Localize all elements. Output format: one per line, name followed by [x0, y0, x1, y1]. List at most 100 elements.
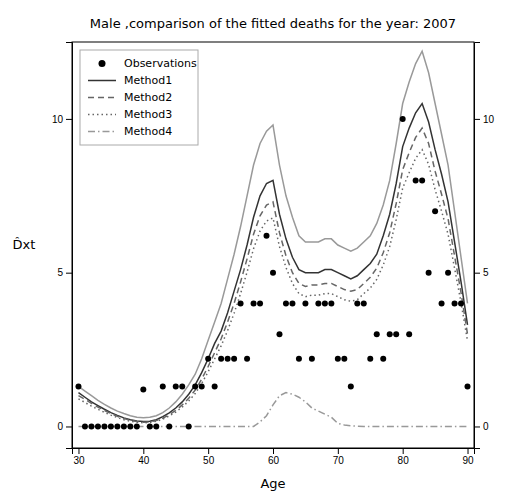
y2-tick-label: 10: [483, 114, 495, 125]
legend-item: Method3: [88, 108, 172, 121]
x-tick-mark: [403, 448, 404, 454]
scatter-point: [199, 383, 205, 389]
scatter-point: [367, 356, 373, 362]
scatter-point: [121, 423, 127, 429]
series-line: [78, 104, 467, 422]
y-tick-mark: [66, 273, 72, 274]
legend-swatch: [88, 114, 116, 116]
scatter-point: [166, 423, 172, 429]
scatter-point: [406, 331, 412, 337]
scatter-point: [153, 423, 159, 429]
y-tick-mark: [66, 426, 72, 427]
plot-frame: [72, 42, 474, 448]
scatter-point: [361, 300, 367, 306]
legend-box: [80, 50, 198, 145]
x-tick-label: 40: [138, 455, 150, 466]
scatter-point: [244, 356, 250, 362]
x-tick-label: 60: [268, 455, 280, 466]
x-tick: 80: [398, 448, 410, 466]
legend-label: Method1: [124, 74, 172, 87]
x-tick-label: 50: [203, 455, 215, 466]
scatter-point: [75, 383, 81, 389]
marks: [75, 51, 470, 429]
legend: ObservationsMethod1Method2Method3Method4: [80, 50, 198, 145]
scatter-point: [231, 356, 237, 362]
scatter-point: [328, 300, 334, 306]
scatter-point: [419, 177, 425, 183]
series-line: [78, 150, 467, 423]
scatter-point: [88, 423, 94, 429]
y-tick-mark: [66, 119, 72, 120]
series-line: [78, 128, 467, 422]
scatter-point: [432, 208, 438, 214]
scatter-point: [283, 300, 289, 306]
scatter-point: [82, 423, 88, 429]
scatter-point: [413, 177, 419, 183]
scatter-point: [296, 356, 302, 362]
scatter-point: [452, 300, 458, 306]
scatter-point: [186, 423, 192, 429]
series-line: [78, 393, 467, 427]
x-tick-mark: [78, 448, 79, 454]
y2-tick-mark: [474, 426, 480, 427]
scatter-point: [173, 383, 179, 389]
scatter-point: [108, 423, 114, 429]
scatter-point: [348, 383, 354, 389]
y-axis-label: D̂xt: [13, 237, 36, 252]
legend-item: Method2: [88, 91, 172, 104]
x-tick-mark: [338, 448, 339, 454]
scatter-point: [445, 270, 451, 276]
y-tick: 0: [57, 421, 72, 432]
y2-tick-label: 5: [483, 267, 489, 278]
scatter-point: [225, 356, 231, 362]
scatter-point: [179, 383, 185, 389]
scatter-point: [218, 356, 224, 362]
legend-label: Method3: [124, 108, 172, 121]
scatter-point: [95, 423, 101, 429]
scatter-point: [160, 383, 166, 389]
scatter-point: [465, 383, 471, 389]
scatter-point: [387, 331, 393, 337]
legend-swatch: [88, 80, 116, 82]
scatter-point: [257, 300, 263, 306]
y-axis-line: [66, 43, 73, 449]
y-axis: 0510: [52, 43, 73, 449]
scatter-point: [302, 300, 308, 306]
scatter-point: [134, 423, 140, 429]
legend-label: Method2: [124, 91, 172, 104]
scatter-point: [354, 300, 360, 306]
chart: 3040506070809005100510ObservationsMethod…: [0, 0, 519, 500]
y-tick-label: 0: [57, 421, 63, 432]
y2-tick-mark: [474, 273, 480, 274]
scatter-point: [400, 116, 406, 122]
scatter-point: [335, 356, 341, 362]
scatter-point: [439, 300, 445, 306]
scatter-point: [315, 300, 321, 306]
scatter-point: [251, 300, 257, 306]
x-tick-label: 90: [462, 455, 474, 466]
scatter-point: [205, 356, 211, 362]
scatter-point: [380, 356, 386, 362]
x-tick: 50: [203, 448, 215, 466]
x-tick-mark: [273, 448, 274, 454]
x-tick-mark: [468, 448, 469, 454]
scatter-point: [289, 300, 295, 306]
title: Male ,comparison of the fitted deaths fo…: [90, 16, 456, 31]
scatter-point: [270, 270, 276, 276]
x-axis-label: Age: [260, 476, 285, 491]
x-tick-label: 70: [333, 455, 345, 466]
scatter-point: [276, 331, 282, 337]
y2-axis: 0510: [474, 43, 495, 449]
legend-swatch: [99, 60, 106, 67]
scatter-point: [114, 423, 120, 429]
x-tick-mark: [143, 448, 144, 454]
y2-tick-mark: [474, 119, 480, 120]
legend-item: Method1: [88, 74, 172, 87]
x-tick-label: 30: [73, 455, 85, 466]
scatter-point: [264, 233, 270, 239]
y2-tick: 5: [474, 267, 489, 278]
scatter-point: [374, 331, 380, 337]
scatter-point: [458, 300, 464, 306]
scatter-point: [322, 300, 328, 306]
x-tick-label: 80: [398, 455, 410, 466]
